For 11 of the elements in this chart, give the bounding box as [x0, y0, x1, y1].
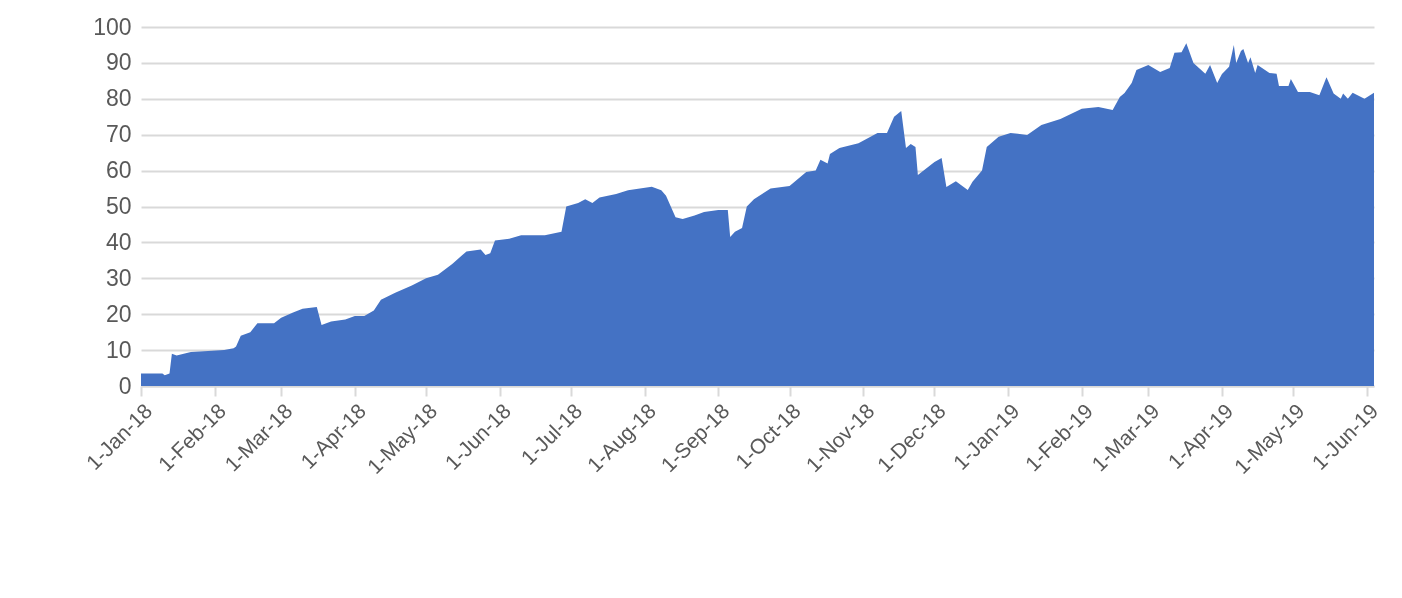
- y-tick-label: 10: [105, 336, 132, 363]
- y-tick-label: 90: [105, 49, 132, 76]
- y-tick-label: 20: [105, 300, 132, 327]
- y-tick-label: 50: [105, 193, 132, 219]
- y-tick-label: 0: [118, 372, 132, 399]
- y-tick-label: 60: [105, 157, 132, 184]
- y-tick-label: 70: [105, 121, 132, 148]
- y-tick-label: 80: [105, 85, 132, 112]
- y-tick-label: 100: [93, 13, 132, 40]
- y-tick-label: 30: [105, 264, 132, 291]
- y-tick-label: 40: [105, 228, 132, 255]
